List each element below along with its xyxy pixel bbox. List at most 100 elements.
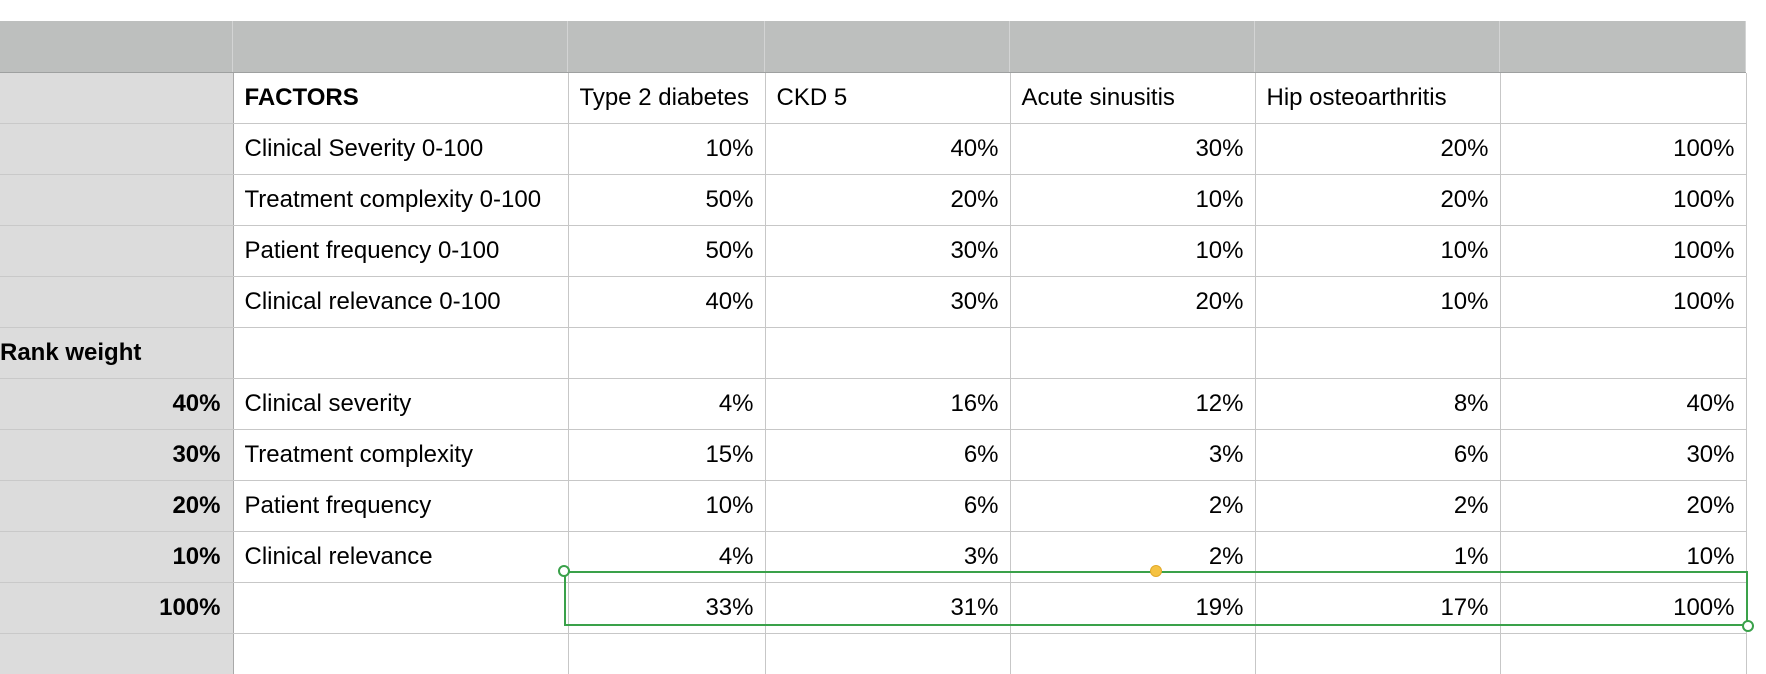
- row-weight-cell[interactable]: [0, 633, 234, 674]
- value-cell[interactable]: 10%: [568, 480, 766, 532]
- value-cell[interactable]: 100%: [1500, 123, 1747, 175]
- value-cell[interactable]: 17%: [1255, 582, 1501, 634]
- condition-header-cell[interactable]: Type 2 diabetes: [568, 73, 766, 124]
- value-cell[interactable]: 16%: [765, 378, 1011, 430]
- value-cell[interactable]: 4%: [568, 378, 766, 430]
- value-cell[interactable]: 31%: [765, 582, 1011, 634]
- table-row: Treatment complexity 0-100 50% 20% 10% 20% 10…: [0, 174, 1747, 226]
- value-cell[interactable]: 100%: [1500, 276, 1747, 328]
- value-cell[interactable]: 100%: [1500, 225, 1747, 277]
- value-cell[interactable]: 12%: [1010, 378, 1256, 430]
- value-cell[interactable]: 20%: [1010, 276, 1256, 328]
- value-cell[interactable]: 30%: [1500, 429, 1747, 481]
- factor-label-cell[interactable]: Treatment complexity: [233, 429, 569, 481]
- factor-label-cell[interactable]: FACTORS: [233, 73, 569, 124]
- value-cell[interactable]: [1500, 633, 1747, 674]
- value-cell[interactable]: 2%: [1010, 480, 1256, 532]
- value-cell[interactable]: 30%: [765, 276, 1011, 328]
- table-row: 100% 33% 31% 19% 17% 100%: [0, 582, 1747, 634]
- row-weight-cell[interactable]: 10%: [0, 531, 234, 583]
- row-weight-cell[interactable]: [0, 73, 234, 124]
- value-cell[interactable]: 50%: [568, 174, 766, 226]
- value-cell[interactable]: 3%: [765, 531, 1011, 583]
- column-header-g[interactable]: [1500, 21, 1746, 72]
- row-weight-cell[interactable]: [0, 123, 234, 175]
- value-cell[interactable]: [765, 327, 1011, 379]
- value-cell[interactable]: 10%: [1255, 276, 1501, 328]
- value-cell[interactable]: 4%: [568, 531, 766, 583]
- value-cell[interactable]: 50%: [568, 225, 766, 277]
- value-cell[interactable]: 10%: [1500, 531, 1747, 583]
- column-header-e[interactable]: [1010, 21, 1255, 72]
- value-cell[interactable]: [1010, 633, 1256, 674]
- condition-header-cell[interactable]: [1500, 73, 1747, 124]
- factor-label-cell[interactable]: Patient frequency: [233, 480, 569, 532]
- value-cell[interactable]: 2%: [1255, 480, 1501, 532]
- value-cell[interactable]: [568, 327, 766, 379]
- value-cell[interactable]: 20%: [1500, 480, 1747, 532]
- value-cell[interactable]: 100%: [1500, 582, 1747, 634]
- row-weight-cell[interactable]: [0, 225, 234, 277]
- factor-label-cell[interactable]: Clinical relevance 0-100: [233, 276, 569, 328]
- value-cell[interactable]: 10%: [1010, 174, 1256, 226]
- value-cell[interactable]: 33%: [568, 582, 766, 634]
- row-weight-cell[interactable]: Rank weight: [0, 327, 234, 379]
- value-cell[interactable]: [1500, 327, 1747, 379]
- value-cell[interactable]: 30%: [1010, 123, 1256, 175]
- value-cell[interactable]: 1%: [1255, 531, 1501, 583]
- value-cell[interactable]: 100%: [1500, 174, 1747, 226]
- selection-end-handle[interactable]: [1742, 620, 1754, 632]
- factor-label-cell[interactable]: Clinical relevance: [233, 531, 569, 583]
- value-cell[interactable]: [1010, 327, 1256, 379]
- value-cell[interactable]: 40%: [765, 123, 1011, 175]
- row-weight-cell[interactable]: 40%: [0, 378, 234, 430]
- factor-label-cell[interactable]: [233, 327, 569, 379]
- selection-mid-handle[interactable]: [1150, 565, 1162, 577]
- value-cell[interactable]: 6%: [765, 429, 1011, 481]
- condition-header-cell[interactable]: CKD 5: [765, 73, 1011, 124]
- factor-label-cell[interactable]: [233, 582, 569, 634]
- value-cell[interactable]: 20%: [1255, 123, 1501, 175]
- factor-label-cell[interactable]: Treatment complexity 0-100: [233, 174, 569, 226]
- column-header-b[interactable]: [233, 21, 568, 72]
- value-cell[interactable]: 19%: [1010, 582, 1256, 634]
- column-header-row-label[interactable]: [0, 21, 233, 72]
- value-cell[interactable]: [1255, 633, 1501, 674]
- value-cell[interactable]: 3%: [1010, 429, 1256, 481]
- value-cell[interactable]: [1255, 327, 1501, 379]
- value-cell[interactable]: 15%: [568, 429, 766, 481]
- value-cell[interactable]: 10%: [1255, 225, 1501, 277]
- selection-start-handle[interactable]: [558, 565, 570, 577]
- column-header-c[interactable]: [568, 21, 765, 72]
- table-row: 10% Clinical relevance 4% 3% 2% 1% 10%: [0, 531, 1747, 583]
- table-row: Rank weight: [0, 327, 1747, 379]
- value-cell[interactable]: 30%: [765, 225, 1011, 277]
- condition-header-cell[interactable]: Hip osteoarthritis: [1255, 73, 1501, 124]
- value-cell[interactable]: 40%: [1500, 378, 1747, 430]
- value-cell[interactable]: 20%: [1255, 174, 1501, 226]
- factor-label-cell[interactable]: Clinical Severity 0-100: [233, 123, 569, 175]
- row-weight-cell[interactable]: 20%: [0, 480, 234, 532]
- row-weight-cell[interactable]: 30%: [0, 429, 234, 481]
- value-cell[interactable]: 6%: [1255, 429, 1501, 481]
- value-cell[interactable]: 20%: [765, 174, 1011, 226]
- value-cell[interactable]: [568, 633, 766, 674]
- column-header-d[interactable]: [765, 21, 1010, 72]
- value-cell[interactable]: 40%: [568, 276, 766, 328]
- value-cell[interactable]: 2%: [1010, 531, 1256, 583]
- factor-label-cell[interactable]: [233, 633, 569, 674]
- value-cell[interactable]: 6%: [765, 480, 1011, 532]
- row-weight-cell[interactable]: [0, 174, 234, 226]
- value-cell[interactable]: 10%: [1010, 225, 1256, 277]
- value-cell[interactable]: 10%: [568, 123, 766, 175]
- row-weight-cell[interactable]: 100%: [0, 582, 234, 634]
- table-row: 30% Treatment complexity 15% 6% 3% 6% 30%: [0, 429, 1747, 481]
- value-cell[interactable]: [765, 633, 1011, 674]
- value-cell[interactable]: 8%: [1255, 378, 1501, 430]
- factor-label-cell[interactable]: Patient frequency 0-100: [233, 225, 569, 277]
- column-header-f[interactable]: [1255, 21, 1500, 72]
- row-weight-cell[interactable]: [0, 276, 234, 328]
- condition-header-cell[interactable]: Acute sinusitis: [1010, 73, 1256, 124]
- factor-label-cell[interactable]: Clinical severity: [233, 378, 569, 430]
